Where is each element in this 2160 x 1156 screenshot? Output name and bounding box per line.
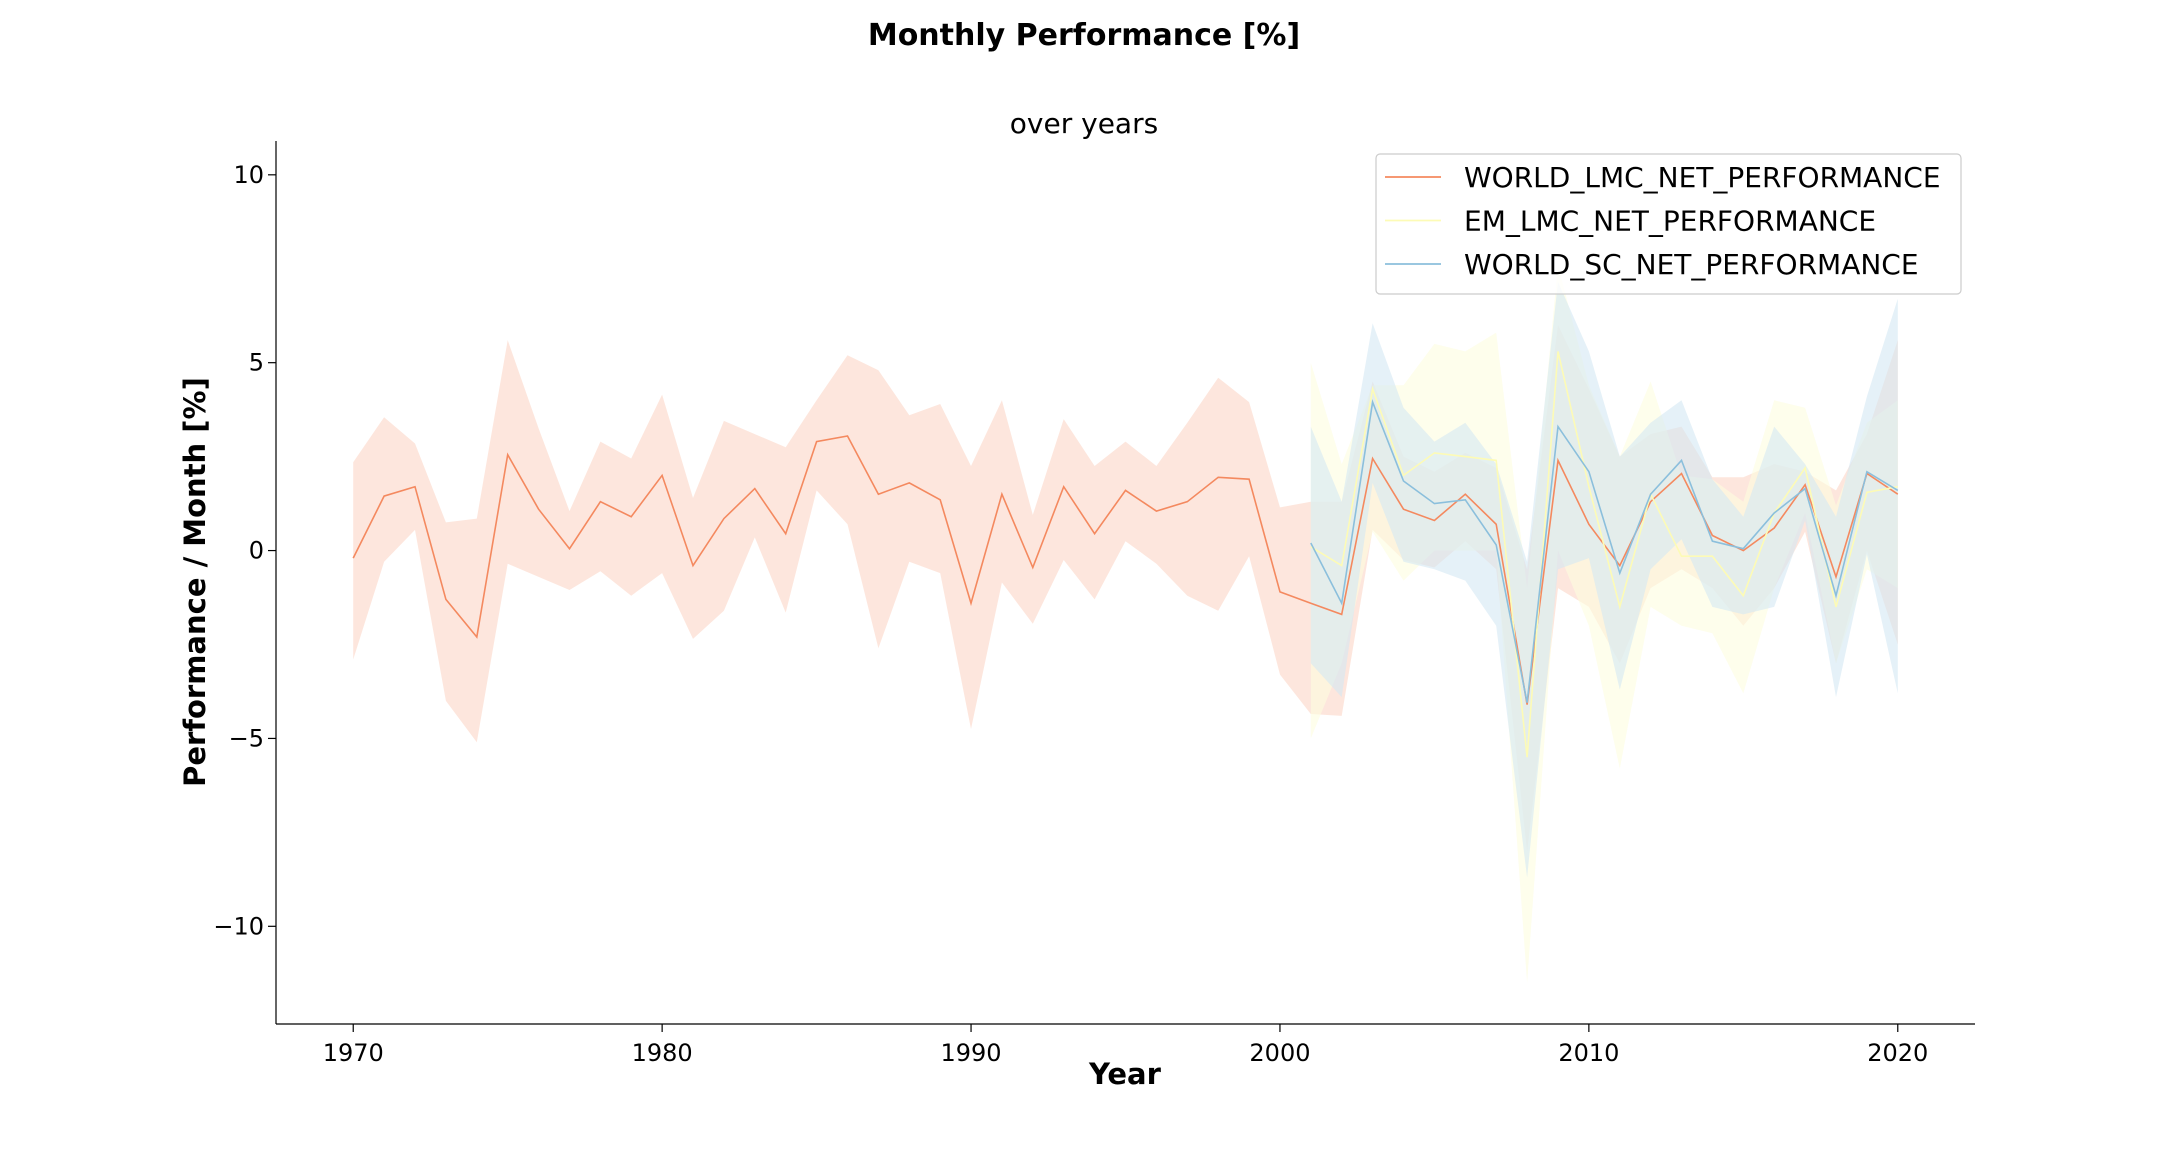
band-world-lmc-net-performance xyxy=(353,325,1898,852)
confidence-bands xyxy=(353,265,1898,983)
x-tick-label: 1980 xyxy=(632,1039,693,1067)
chart-subtitle: over years xyxy=(1010,107,1158,140)
y-tick-label: 0 xyxy=(249,537,264,565)
band-world-sc-net-performance xyxy=(1310,281,1898,878)
x-ticks: 1970 1980 1990 2000 2010 2020 xyxy=(323,1024,1928,1067)
y-axis-label: Performance / Month [%] xyxy=(178,377,212,787)
legend-items: WORLD_LMC_NET_PERFORMANCE EM_LMC_NET_PERF… xyxy=(1385,161,1941,281)
band-em-lmc-net-performance xyxy=(1310,265,1898,983)
legend-box xyxy=(1375,153,1962,295)
legend-label-world-sc-net-performance: WORLD_SC_NET_PERFORMANCE xyxy=(1464,248,1919,281)
x-tick-label: 1990 xyxy=(941,1039,1002,1067)
x-tick-label: 2020 xyxy=(1867,1039,1928,1067)
x-axis-label: Year xyxy=(1088,1057,1162,1091)
y-ticks: 10 5 0 −5 −10 xyxy=(213,161,276,940)
x-tick-label: 2000 xyxy=(1249,1039,1310,1067)
legend: WORLD_LMC_NET_PERFORMANCE EM_LMC_NET_PERF… xyxy=(1375,153,1962,295)
y-tick-label: −10 xyxy=(213,912,264,940)
y-tick-label: −5 xyxy=(229,724,264,752)
legend-label-world-lmc-net-performance: WORLD_LMC_NET_PERFORMANCE xyxy=(1464,161,1941,194)
line-em-lmc-net-performance xyxy=(1310,351,1898,758)
series-lines xyxy=(352,351,1899,758)
y-tick-label: 10 xyxy=(233,161,264,189)
x-tick-label: 2010 xyxy=(1558,1039,1619,1067)
y-tick-label: 5 xyxy=(249,349,264,377)
figure-title: Monthly Performance [%] xyxy=(868,18,1300,53)
line-world-lmc-net-performance xyxy=(352,435,1899,705)
legend-label-em-lmc-net-performance: EM_LMC_NET_PERFORMANCE xyxy=(1464,205,1876,238)
x-tick-label: 1970 xyxy=(323,1039,384,1067)
line-world-sc-net-performance xyxy=(1310,399,1899,703)
axes xyxy=(275,141,1975,1025)
